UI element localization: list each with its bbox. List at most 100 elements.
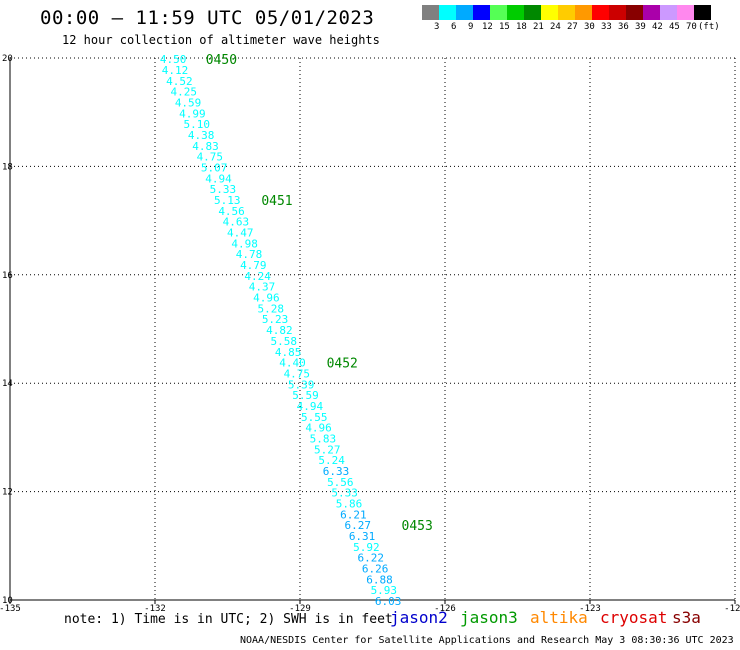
color-scale-label: 21 — [533, 22, 544, 32]
wave-height-point: 4.12 — [162, 64, 189, 77]
color-scale-label: 9 — [468, 22, 474, 32]
wave-height-point: 5.55 — [301, 411, 328, 424]
wave-height-point: 4.96 — [305, 422, 332, 435]
wave-height-point: 5.27 — [314, 443, 341, 456]
wave-height-point: 5.13 — [214, 194, 241, 207]
x-tick-label: -129 — [289, 604, 311, 614]
wave-height-point: 5.23 — [262, 313, 289, 326]
wave-height-point: 4.75 — [197, 151, 224, 164]
y-tick-label: 18 — [2, 162, 13, 172]
wave-height-point: 4.94 — [205, 172, 232, 185]
pass-time-label: 0453 — [402, 519, 433, 534]
color-swatch — [643, 5, 660, 20]
y-tick-label: 20 — [2, 54, 13, 64]
wave-height-point: 4.63 — [223, 216, 250, 229]
wave-height-point: 4.82 — [266, 324, 293, 337]
y-tick-label: 16 — [2, 271, 13, 281]
color-scale-label: 27 — [567, 22, 578, 32]
wave-height-point: 4.56 — [218, 205, 245, 218]
color-scale-bar — [422, 5, 711, 20]
wave-height-point: 4.50 — [160, 53, 187, 66]
color-scale-label: 24 — [550, 22, 561, 32]
color-scale-label: 45 — [669, 22, 680, 32]
y-tick-label: 10 — [2, 596, 13, 606]
color-scale-label: 12 — [482, 22, 493, 32]
wave-height-point: 4.94 — [297, 400, 324, 413]
wave-height-point: 6.33 — [323, 465, 350, 478]
satellite-legend-s3a: s3a — [672, 608, 701, 627]
pass-time-label: 0451 — [261, 194, 292, 209]
wave-height-point: 4.25 — [170, 86, 197, 99]
wave-height-point: 4.98 — [231, 237, 258, 250]
wave-height-point: 5.33 — [331, 487, 358, 500]
color-scale-label: 36 — [618, 22, 629, 32]
color-swatch — [626, 5, 643, 20]
wave-height-point: 4.78 — [236, 248, 263, 261]
wave-height-point: 4.79 — [240, 259, 266, 272]
wave-height-point: 6.26 — [362, 563, 389, 576]
satellite-legend-jason2: jason2 — [390, 608, 448, 627]
wave-height-point: 4.96 — [253, 292, 280, 305]
wave-height-point: 5.10 — [184, 118, 211, 131]
color-scale-label: 18 — [516, 22, 527, 32]
color-swatch — [541, 5, 558, 20]
wave-height-point: 5.33 — [210, 183, 237, 196]
wave-height-point: 5.83 — [310, 432, 337, 445]
wave-height-point: 5.56 — [327, 476, 354, 489]
color-swatch — [558, 5, 575, 20]
x-tick-label: -123 — [579, 604, 601, 614]
color-swatch — [524, 5, 541, 20]
pass-time-label: 0452 — [327, 357, 358, 372]
wave-height-point: 5.28 — [257, 302, 284, 315]
wave-height-point: 6.88 — [366, 573, 393, 586]
color-scale-label: 3 — [434, 22, 440, 32]
satellite-legend-altika: altika — [530, 608, 588, 627]
wave-height-point: 4.85 — [275, 346, 302, 359]
footer-credit: NOAA/NESDIS Center for Satellite Applica… — [240, 635, 734, 646]
color-scale-label: 6 — [451, 22, 457, 32]
wave-height-point: 4.47 — [227, 227, 254, 240]
wave-height-point: 4.37 — [249, 281, 276, 294]
color-swatch — [507, 5, 524, 20]
color-swatch — [677, 5, 694, 20]
wave-height-point: 4.59 — [175, 96, 202, 109]
wave-height-point: 5.39 — [288, 378, 315, 391]
units-note: note: 1) Time is in UTC; 2) SWH is in fe… — [64, 612, 393, 627]
color-swatch — [660, 5, 677, 20]
color-scale-label: (ft) — [698, 22, 720, 32]
color-swatch — [609, 5, 626, 20]
wave-height-point: 6.22 — [358, 552, 385, 565]
wave-height-point: 4.99 — [179, 107, 206, 120]
x-tick-label: -135 — [0, 604, 21, 614]
color-swatch — [456, 5, 473, 20]
color-scale-label: 39 — [635, 22, 646, 32]
satellite-legend-jason3: jason3 — [460, 608, 518, 627]
color-swatch — [575, 5, 592, 20]
color-swatch — [592, 5, 609, 20]
wave-height-point: 4.83 — [192, 140, 219, 153]
wave-height-point: 5.07 — [201, 161, 228, 174]
color-scale-label: 30 — [584, 22, 595, 32]
wave-height-point: 4.40 — [279, 357, 306, 370]
color-scale-label: 70 — [686, 22, 697, 32]
color-scale-label: 33 — [601, 22, 612, 32]
y-tick-label: 14 — [2, 379, 13, 389]
wave-height-point: 6.03 — [375, 595, 402, 608]
x-tick-label: -120 — [724, 604, 740, 614]
wave-height-point: 5.59 — [292, 389, 319, 402]
satellite-legend-cryosat: cryosat — [600, 608, 668, 627]
wave-height-point: 4.24 — [244, 270, 271, 283]
color-swatch — [473, 5, 490, 20]
color-swatch — [694, 5, 711, 20]
color-swatch — [439, 5, 456, 20]
wave-height-point: 5.58 — [271, 335, 298, 348]
wave-height-point: 4.75 — [284, 367, 311, 380]
x-tick-label: -126 — [434, 604, 456, 614]
wave-height-point: 5.92 — [353, 541, 380, 554]
y-tick-label: 12 — [2, 488, 13, 498]
x-tick-label: -132 — [144, 604, 166, 614]
wave-height-point: 5.24 — [318, 454, 345, 467]
color-swatch — [490, 5, 507, 20]
